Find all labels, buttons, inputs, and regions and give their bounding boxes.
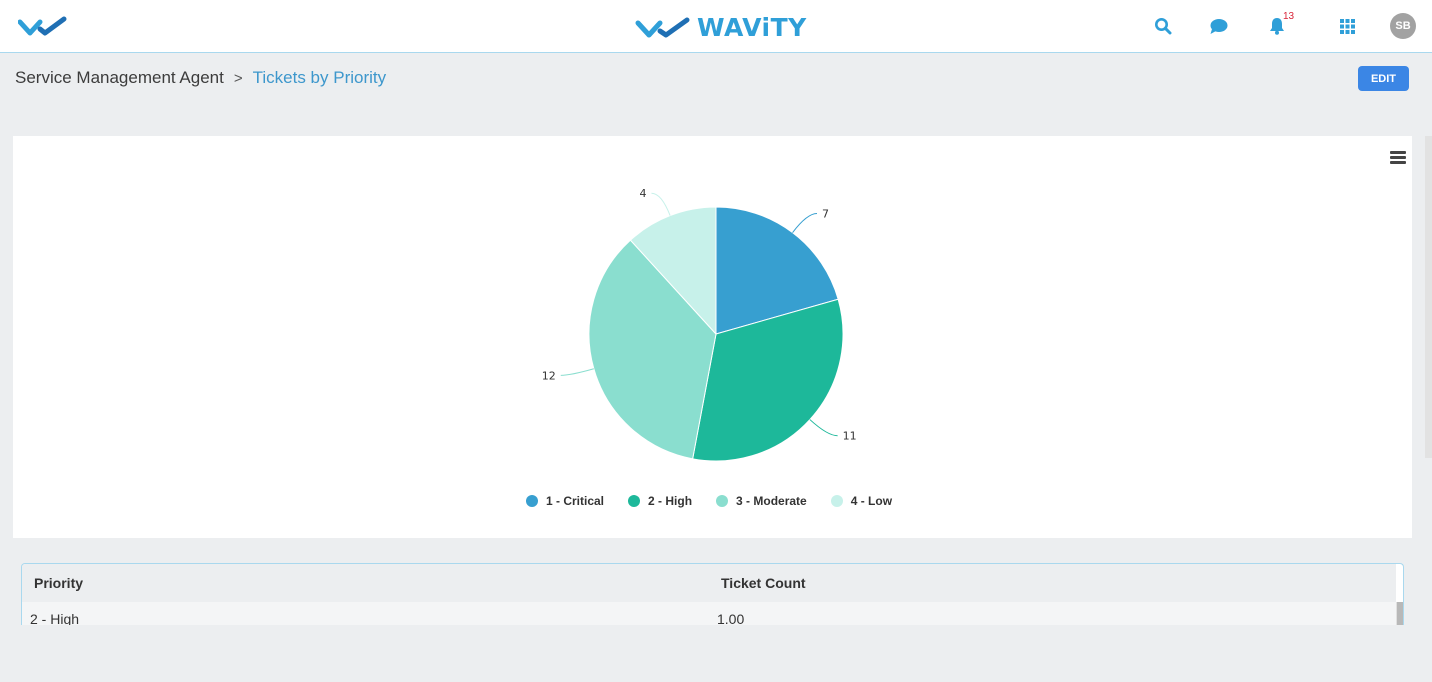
- edit-button[interactable]: EDIT: [1358, 66, 1409, 91]
- user-avatar[interactable]: SB: [1390, 13, 1416, 39]
- breadcrumb-root[interactable]: Service Management Agent: [15, 68, 224, 87]
- column-header-priority[interactable]: Priority: [34, 575, 84, 591]
- legend-label: 3 - Moderate: [736, 494, 807, 508]
- brand-logo[interactable]: WAViTY: [635, 12, 807, 42]
- table-scrollbar-thumb[interactable]: [1397, 602, 1403, 625]
- pie-slice[interactable]: [629, 206, 717, 336]
- breadcrumb-separator: >: [233, 69, 243, 87]
- pie-data-label: 7: [822, 207, 829, 220]
- table-row[interactable]: 2 - High 1.00: [22, 602, 1396, 625]
- search-icon[interactable]: [1152, 15, 1174, 37]
- pie-label-connector: [560, 368, 594, 376]
- legend-item[interactable]: 1 - Critical: [526, 494, 604, 508]
- bell-icon[interactable]: [1266, 15, 1288, 37]
- pie-data-label: 4: [639, 187, 646, 200]
- cell-ticket-count: 1.00: [717, 611, 745, 625]
- chat-icon[interactable]: [1207, 15, 1229, 37]
- pie-chart: 7 11 12 4: [542, 187, 857, 462]
- pie-label-connector: [792, 212, 818, 233]
- wavity-mark-icon[interactable]: [18, 14, 70, 38]
- brand-name: WAViTY: [697, 12, 807, 42]
- legend-item[interactable]: 2 - High: [628, 494, 692, 508]
- wavity-logo-icon: [635, 17, 690, 38]
- top-bar: WAViTY 13 SB: [0, 0, 1432, 53]
- pie-label-connector: [651, 192, 671, 216]
- chart-menu-icon[interactable]: [1390, 151, 1406, 165]
- chart-legend: 1 - Critical 2 - High 3 - Moderate 4 - Low: [526, 494, 916, 508]
- legend-label: 1 - Critical: [546, 494, 605, 508]
- legend-label: 2 - High: [648, 494, 693, 508]
- data-table: Priority Ticket Count 2 - High 1.00: [21, 563, 1404, 625]
- pie-label-connector: [809, 419, 838, 437]
- notification-badge: 13: [1283, 11, 1295, 22]
- breadcrumb: Service Management Agent > Tickets by Pr…: [15, 68, 386, 88]
- legend-swatch: [830, 495, 843, 507]
- table-scrollbar[interactable]: [1396, 602, 1403, 625]
- legend-swatch: [716, 495, 729, 507]
- chart-panel: 7 11 12 4 1 - Critical 2 - High 3 - Moderate 4…: [13, 136, 1412, 538]
- apps-grid-icon[interactable]: [1336, 15, 1358, 37]
- page-scrollbar[interactable]: [1425, 136, 1432, 458]
- legend-item[interactable]: 3 - Moderate: [716, 494, 807, 508]
- legend-swatch: [526, 495, 538, 507]
- legend-item[interactable]: 4 - Low: [830, 494, 893, 508]
- cell-priority: 2 - High: [30, 611, 80, 625]
- legend-swatch: [628, 495, 641, 507]
- breadcrumb-current: Tickets by Priority: [252, 68, 387, 87]
- legend-label: 4 - Low: [850, 494, 893, 508]
- table-header: Priority Ticket Count: [22, 564, 1396, 602]
- column-header-ticket-count[interactable]: Ticket Count: [721, 575, 806, 591]
- pie-data-label: 12: [542, 369, 556, 382]
- pie-data-label: 11: [843, 430, 857, 443]
